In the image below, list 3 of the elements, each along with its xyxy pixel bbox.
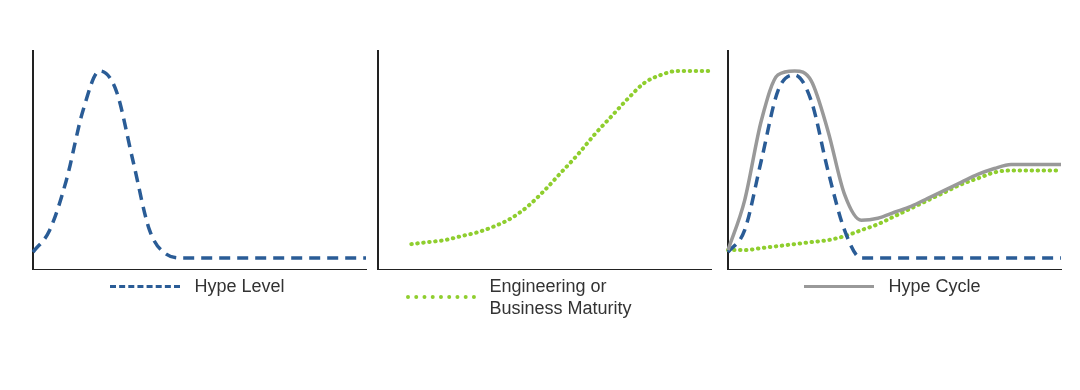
legend-label: Engineering or Business Maturity [489,275,633,319]
legend-label: Hype Cycle [888,275,981,297]
legend-label: Hype Level [194,275,285,297]
